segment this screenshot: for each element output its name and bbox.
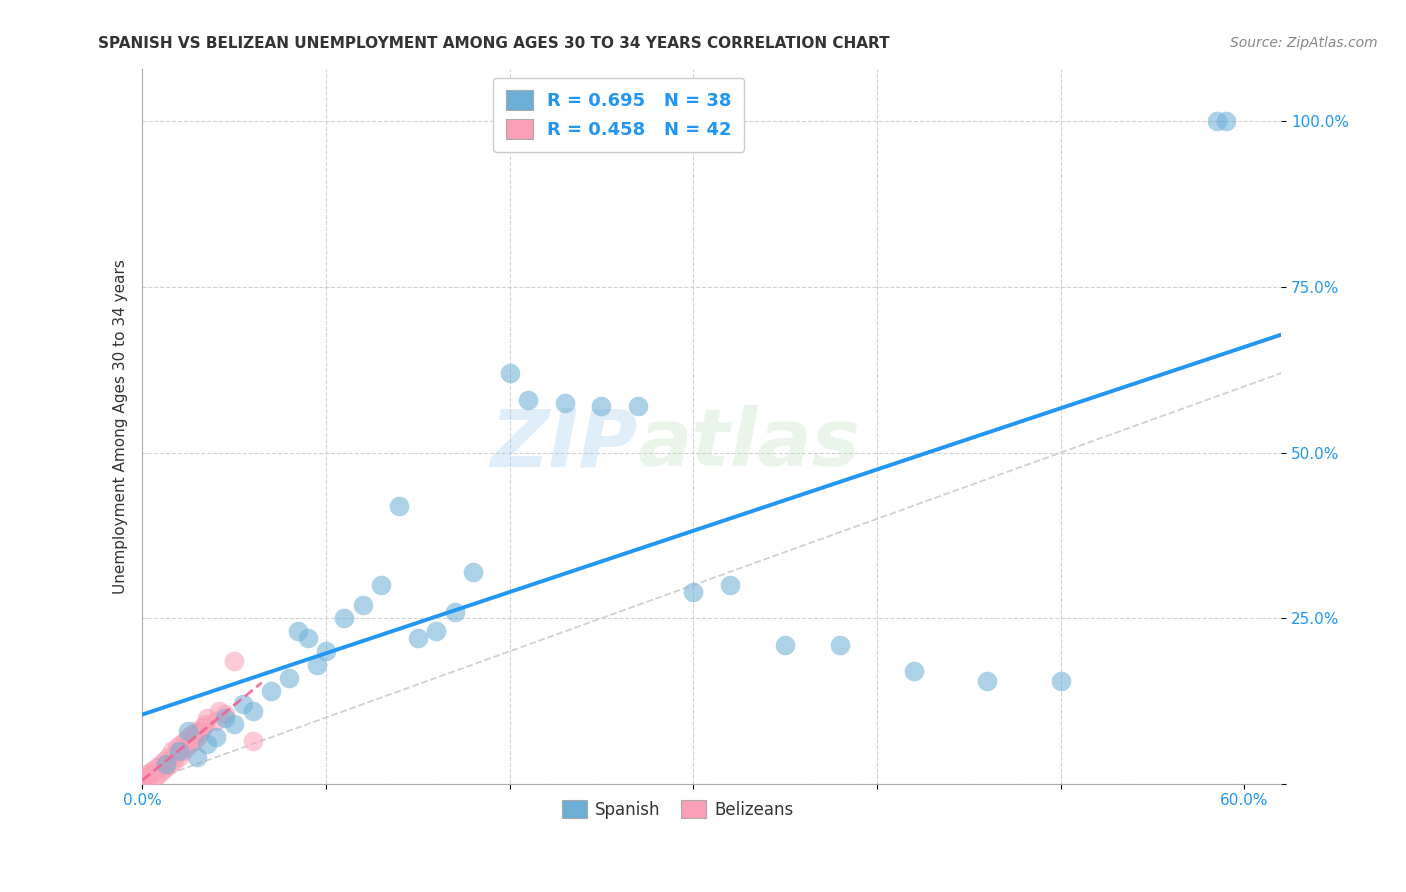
Point (153, 754, 176, 768)
Point (242, 733, 264, 747)
Point (159, 756, 181, 771)
Point (352, 598, 374, 612)
Point (160, 744, 183, 758)
Text: SPANISH VS BELIZEAN UNEMPLOYMENT AMONG AGES 30 TO 34 YEARS CORRELATION CHART: SPANISH VS BELIZEAN UNEMPLOYMENT AMONG A… (98, 36, 890, 51)
Point (190, 723, 212, 738)
Point (195, 737, 218, 751)
Point (208, 704, 231, 718)
Point (183, 733, 205, 747)
Point (148, 766, 170, 780)
Point (1215, 114, 1237, 128)
Point (146, 760, 169, 774)
Point (188, 727, 211, 741)
Point (333, 611, 356, 625)
Point (388, 499, 411, 513)
Point (136, 766, 159, 780)
Point (167, 750, 190, 764)
Point (152, 764, 174, 778)
Text: Source: ZipAtlas.com: Source: ZipAtlas.com (1230, 36, 1378, 50)
Point (682, 584, 704, 599)
Point (278, 671, 301, 685)
Point (176, 740, 198, 755)
Text: atlas: atlas (638, 405, 860, 483)
Point (214, 710, 236, 724)
Point (186, 750, 208, 764)
Point (135, 772, 157, 786)
Point (204, 714, 226, 728)
Point (224, 654, 246, 668)
Point (232, 698, 254, 712)
Point (718, 578, 741, 592)
Point (976, 674, 998, 689)
Point (134, 770, 156, 784)
Point (627, 399, 650, 413)
Point (172, 744, 194, 758)
Point (214, 707, 236, 722)
Point (498, 366, 520, 380)
Point (406, 631, 429, 645)
Point (177, 723, 200, 738)
Point (195, 710, 218, 724)
Point (162, 754, 184, 768)
Point (194, 717, 217, 731)
Point (191, 721, 214, 735)
Point (170, 737, 193, 751)
Point (186, 731, 208, 745)
Point (184, 723, 207, 738)
Point (180, 727, 202, 741)
Point (179, 737, 201, 751)
Point (260, 684, 283, 698)
Point (1205, 114, 1227, 128)
Point (773, 638, 796, 652)
Point (287, 624, 309, 639)
Point (591, 399, 613, 413)
Y-axis label: Unemployment Among Ages 30 to 34 years: Unemployment Among Ages 30 to 34 years (114, 259, 128, 593)
Text: ZIP: ZIP (491, 405, 638, 483)
Point (204, 731, 226, 745)
Point (177, 731, 200, 745)
Point (155, 756, 177, 771)
Point (131, 777, 153, 791)
Point (138, 769, 160, 783)
Point (1049, 674, 1071, 689)
Point (242, 704, 264, 718)
Point (425, 624, 447, 639)
Point (443, 605, 465, 619)
Point (224, 717, 246, 731)
Point (165, 747, 187, 761)
Point (149, 756, 172, 771)
Point (155, 760, 177, 774)
Point (903, 664, 925, 678)
Point (830, 638, 852, 652)
Point (143, 770, 166, 784)
Point (305, 657, 328, 672)
Point (173, 733, 195, 747)
Point (166, 740, 188, 755)
Point (141, 764, 163, 779)
Point (167, 744, 190, 758)
Point (297, 631, 319, 645)
Point (554, 396, 576, 410)
Point (142, 764, 165, 778)
Point (157, 750, 180, 764)
Legend: Spanish, Belizeans: Spanish, Belizeans (555, 794, 800, 825)
Point (461, 565, 484, 579)
Point (517, 392, 540, 407)
Point (370, 578, 392, 592)
Point (315, 644, 337, 658)
Point (131, 773, 153, 788)
